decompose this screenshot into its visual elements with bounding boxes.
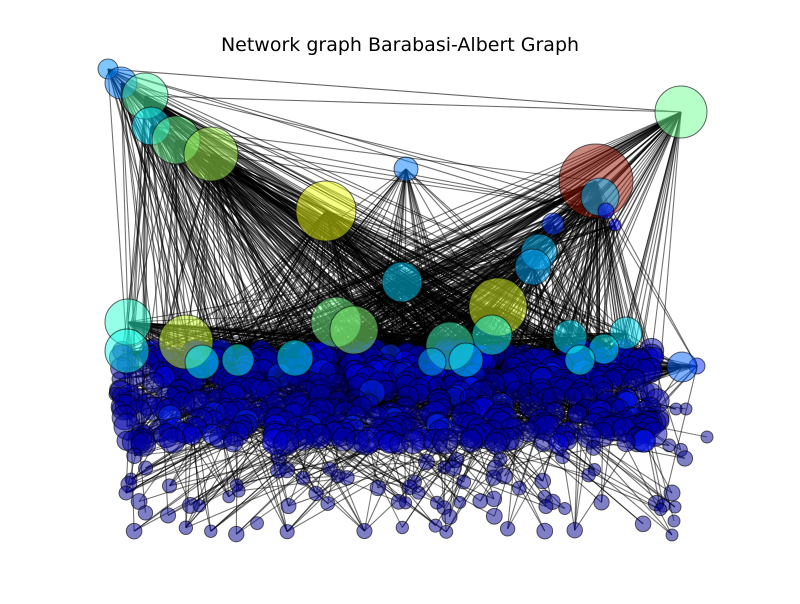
- graph-node: [419, 454, 435, 470]
- graph-node: [442, 509, 457, 524]
- graph-node: [539, 499, 553, 513]
- graph-node: [389, 435, 408, 454]
- graph-node: [486, 491, 502, 507]
- graph-node: [396, 521, 408, 533]
- hub-node: [185, 345, 219, 379]
- graph-node: [223, 432, 243, 452]
- graph-edge: [145, 96, 681, 112]
- graph-node: [139, 461, 153, 475]
- graph-node: [400, 497, 412, 509]
- graph-node: [473, 494, 488, 509]
- graph-node: [512, 481, 526, 495]
- graph-node: [433, 429, 458, 454]
- graph-node: [635, 516, 651, 532]
- graph-node: [160, 508, 175, 523]
- graph-node: [633, 429, 656, 452]
- graph-node: [666, 529, 678, 541]
- hub-node: [382, 262, 422, 302]
- graph-node: [460, 430, 483, 453]
- hub-node: [277, 340, 313, 376]
- graph-node: [586, 440, 601, 455]
- graph-node: [296, 471, 310, 485]
- graph-node: [251, 517, 264, 530]
- hub-node: [418, 348, 446, 376]
- hub-node: [330, 306, 378, 354]
- graph-node: [486, 508, 502, 524]
- figure-title: Network graph Barabasi-Albert Graph: [0, 34, 800, 56]
- graph-node: [559, 503, 571, 515]
- graph-node: [500, 522, 514, 536]
- graph-node: [193, 499, 206, 512]
- graph-node: [535, 473, 551, 489]
- hub-node: [222, 344, 254, 376]
- graph-node: [567, 523, 582, 538]
- graph-node: [357, 523, 372, 538]
- graph-node: [486, 470, 501, 485]
- graph-node: [127, 448, 142, 463]
- graph-node: [205, 525, 217, 537]
- hub-node: [655, 86, 707, 138]
- graph-node: [677, 451, 692, 466]
- graph-node: [162, 479, 176, 493]
- hub-node: [667, 352, 697, 382]
- graph-node: [594, 495, 609, 510]
- graph-node: [309, 486, 323, 500]
- graph-node: [485, 432, 507, 454]
- graph-node: [138, 506, 152, 520]
- hub-node: [296, 181, 356, 241]
- graph-node: [668, 515, 680, 527]
- graph-node: [412, 486, 425, 499]
- graph-node: [370, 480, 385, 495]
- graph-node: [446, 460, 462, 476]
- hub-node: [598, 203, 614, 219]
- graph-node: [701, 431, 713, 443]
- hub-node: [515, 249, 551, 285]
- hub-node: [394, 157, 418, 181]
- hub-node: [565, 345, 595, 375]
- graph-node: [617, 433, 635, 451]
- graph-node: [655, 503, 667, 515]
- graph-node: [582, 468, 596, 482]
- hub-node: [184, 127, 238, 181]
- graph-node: [160, 428, 186, 454]
- graph-edge: [108, 69, 681, 112]
- graph-node: [670, 403, 682, 415]
- graph-node: [223, 491, 235, 503]
- graph-node: [179, 521, 192, 534]
- graph-node: [664, 485, 680, 501]
- graph-node: [280, 525, 294, 539]
- graph-node: [454, 496, 466, 508]
- graph-node: [354, 430, 379, 455]
- graph-node: [321, 497, 335, 511]
- graph-node: [126, 523, 142, 539]
- hub-node: [449, 343, 483, 377]
- graph-node: [119, 486, 133, 500]
- graph-node: [281, 499, 296, 514]
- hub-node: [542, 213, 564, 235]
- graph-node: [669, 501, 681, 513]
- graph-node: [440, 525, 453, 538]
- graph-node: [457, 475, 471, 489]
- graph-node: [271, 463, 287, 479]
- hub-node: [609, 219, 621, 231]
- graph-node: [556, 450, 570, 464]
- graph-node: [229, 526, 244, 541]
- hub-node: [105, 329, 149, 373]
- graph-node: [537, 523, 553, 539]
- graph-node: [340, 471, 355, 486]
